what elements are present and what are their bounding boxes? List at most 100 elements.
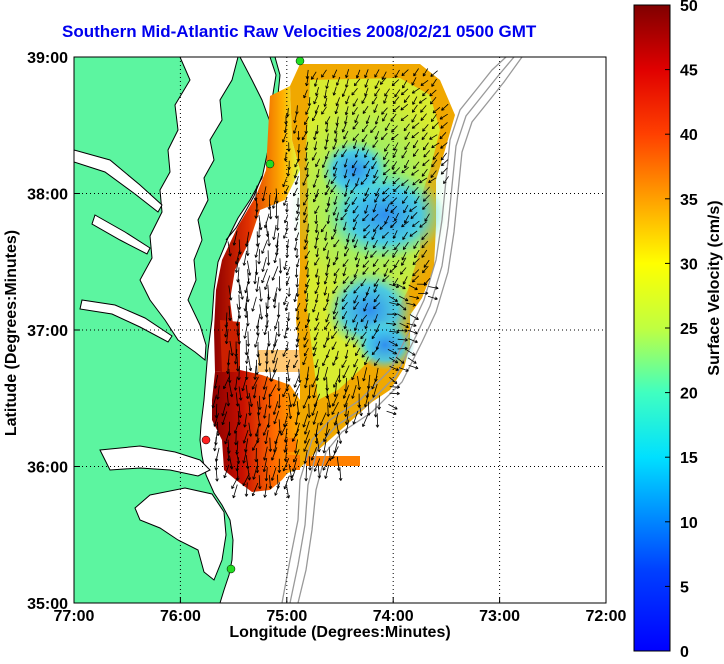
velocity-arrow [323,275,328,285]
velocity-arrow [389,283,400,289]
velocity-arrow [316,275,321,286]
velocity-arrow [384,122,391,132]
velocity-arrow [412,258,420,266]
velocity-arrow [389,391,400,396]
velocity-arrow [331,402,339,415]
velocity-arrow [325,293,330,303]
velocity-arrow [313,77,318,87]
velocity-arrow [293,374,300,388]
velocity-arrow [314,104,320,114]
velocity-arrow [332,86,337,96]
velocity-arrow [304,152,308,162]
velocity-arrow [305,106,311,115]
velocity-arrow [233,376,238,391]
velocity-arrow [274,482,281,496]
velocity-arrow [270,467,277,481]
velocity-arrow [234,257,239,274]
velocity-arrow [323,231,328,241]
velocity-arrow [248,401,252,416]
velocity-arrow [232,484,238,499]
velocity-arrow [325,79,330,89]
velocity-arrow [288,464,293,479]
velocity-arrow [407,357,417,364]
velocity-arrow [430,96,437,105]
river-james [79,299,173,343]
velocity-arrow [364,204,369,214]
velocity-arrow [332,161,338,170]
velocity-arrow [283,329,287,339]
velocity-arrow [401,150,408,159]
velocity-arrow [373,284,379,293]
velocity-arrow [271,193,278,209]
velocity-arrow [340,212,347,221]
velocity-arrow [314,205,320,215]
velocity-arrow [316,438,321,453]
velocity-arrow [391,161,398,170]
velocity-arrow [296,310,300,321]
velocity-arrow [430,114,437,123]
velocity-arrow [237,366,241,381]
velocity-arrow [401,251,407,261]
velocity-arrow [421,132,428,141]
velocity-arrow [360,278,367,287]
velocity-arrow [394,89,401,98]
velocity-arrow [411,122,420,129]
velocity-arrow [410,212,418,220]
velocity-arrow [283,475,290,490]
velocity-arrow [281,133,287,143]
velocity-arrow [257,249,261,265]
velocity-arrow [355,69,361,79]
velocity-arrow [224,430,230,445]
colorbar-tick-label: 10 [680,515,698,532]
velocity-arrow [315,86,319,97]
velocity-arrow [388,340,399,347]
velocity-arrow [406,322,417,327]
velocity-arrow [293,124,298,134]
velocity-arrow [285,107,290,118]
velocity-arrow [263,320,269,336]
velocity-arrow [374,80,380,90]
velocity-arrow [373,294,380,303]
velocity-arrow [332,69,338,79]
velocity-arrow [273,248,279,264]
velocity-arrow [408,284,418,291]
velocity-arrow [293,383,301,397]
albemarle-sound [99,445,211,477]
velocity-arrow [283,123,288,134]
velocity-arrow [261,268,268,284]
velocity-arrow [283,152,288,162]
velocity-arrow [312,384,318,399]
velocity-arrow [361,350,369,358]
velocity-arrow [372,176,379,184]
velocity-arrow [263,446,268,461]
velocity-arrow [323,242,329,252]
velocity-arrow [365,168,371,178]
velocity-arrow [364,250,369,260]
x-tick-label: 76:00 [160,608,201,625]
velocity-arrow [296,204,300,215]
velocity-arrow [283,229,288,239]
velocity-arrow [296,130,301,141]
velocity-arrow [343,394,350,408]
velocity-arrow [233,349,238,365]
x-tick-label: 77:00 [54,608,95,625]
velocity-arrow [277,376,281,392]
velocity-arrow [440,122,448,129]
velocity-arrow [396,283,406,290]
velocity-arrow [224,328,229,345]
velocity-arrow [423,150,431,158]
velocity-arrow [421,240,429,249]
velocity-arrow [303,430,310,444]
velocity-arrow [358,402,363,417]
velocity-arrow [312,341,318,351]
velocity-arrow [323,366,329,381]
colorbar-ticks: 0 5 10 15 20 25 30 35 40 45 50 [665,0,698,661]
velocity-arrow [277,321,281,337]
velocity-arrow [263,404,267,419]
velocity-arrow [333,374,340,388]
velocity-arrow [364,320,369,330]
map-title: Southern Mid-Atlantic Raw Velocities 200… [62,22,537,41]
velocity-arrow [268,437,273,452]
velocity-arrow [386,410,397,416]
colorbar-tick-label: 50 [680,0,698,15]
